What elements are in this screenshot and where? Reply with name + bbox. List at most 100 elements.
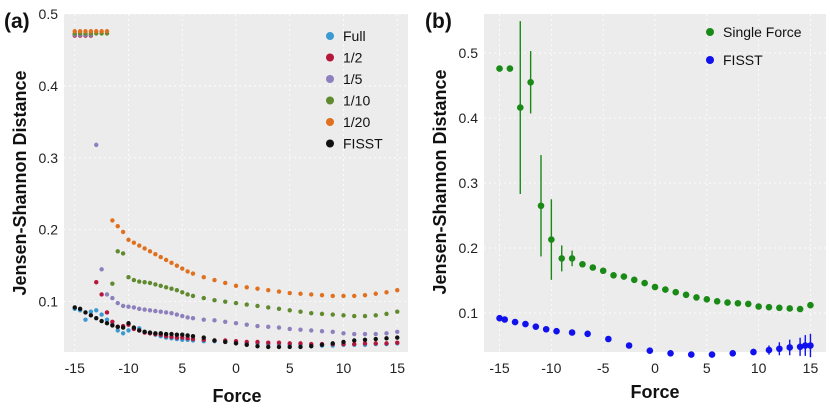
panel-b-point-single-force bbox=[786, 305, 794, 312]
panel-b-point-single-force bbox=[568, 255, 576, 262]
panel-a-point-fisst bbox=[126, 321, 131, 326]
panel-a-y-ticks: 0.1 0.2 0.3 0.4 0.5 bbox=[39, 6, 59, 310]
panel-a-point-1-20 bbox=[276, 289, 282, 294]
panel-a-point-1-20 bbox=[212, 277, 217, 283]
panel-b: (b) 0.1 0.2 0.3 0.4 0.5 -15 -10 -5 0 5 10 15 Force… bbox=[425, 10, 826, 402]
panel-a-legend: Full 1/2 1/5 1/10 1/20 FISST bbox=[326, 28, 383, 152]
panel-b-point-single-force bbox=[537, 202, 545, 210]
panel-a-point-1-10 bbox=[190, 293, 196, 299]
panel-b-point-fisst bbox=[511, 318, 519, 326]
panel-a-point-1-20 bbox=[131, 240, 137, 245]
panel-a-point-1-5 bbox=[352, 331, 357, 337]
panel-a-point-fisst bbox=[131, 325, 137, 330]
panel-a-point-1-20 bbox=[72, 29, 77, 34]
panel-a-point-fisst bbox=[115, 324, 120, 330]
panel-b-point-fisst bbox=[801, 342, 809, 349]
panel-a-point-1-10 bbox=[158, 283, 163, 289]
panel-a: (a) 0.10.20.30.40.5 -15 -10 5 0 5 10 15 Force … bbox=[4, 6, 408, 406]
panel-b-point-fisst bbox=[553, 327, 560, 335]
panel-b-x-tick-label: -5 bbox=[597, 360, 610, 376]
panel-b-point-fisst bbox=[807, 342, 814, 349]
panel-a-point-1-20 bbox=[110, 218, 115, 223]
panel-b-x-tick-label: 0 bbox=[651, 360, 659, 376]
panel-a-point-fisst bbox=[190, 333, 196, 339]
panel-a-point-1-20 bbox=[77, 29, 83, 34]
panel-b-point-fisst bbox=[708, 351, 716, 358]
panel-b-point-single-force bbox=[724, 299, 731, 306]
panel-a-point-1-10 bbox=[319, 311, 325, 317]
panel-a-point-1-10 bbox=[137, 279, 142, 284]
panel-a-point-1-20 bbox=[174, 263, 180, 268]
panel-a-point-fisst bbox=[201, 335, 206, 340]
panel-a-point-1-20 bbox=[341, 293, 346, 299]
panel-b-point-single-force bbox=[558, 255, 566, 262]
panel-a-point-1-20 bbox=[319, 292, 325, 298]
panel-a-point-1-5 bbox=[384, 331, 389, 336]
panel-a-point-1-10 bbox=[341, 313, 346, 318]
panel-a-point-fisst bbox=[72, 305, 77, 310]
panel-a-point-1-20 bbox=[266, 287, 271, 293]
panel-a-point-1-10 bbox=[330, 312, 335, 317]
panel-a-point-1-20 bbox=[83, 29, 88, 34]
panel-a-point-fisst bbox=[395, 335, 400, 340]
panel-a-point-1-20 bbox=[163, 257, 169, 263]
panel-a-x-tick-label: 0 bbox=[232, 360, 240, 376]
panel-a-point-1-20 bbox=[298, 291, 303, 296]
panel-a-point-1-20 bbox=[94, 29, 99, 34]
panel-a-point-1-2 bbox=[255, 339, 260, 345]
panel-a-point-1-5 bbox=[223, 319, 228, 324]
panel-b-y-ticks: 0.1 0.2 0.3 0.4 0.5 bbox=[459, 45, 479, 321]
panel-a-y-tick-label: 0.1 bbox=[39, 294, 59, 310]
panel-b-point-single-force bbox=[807, 301, 814, 309]
panel-a-point-1-10 bbox=[169, 286, 174, 291]
panel-a-point-1-5 bbox=[158, 309, 163, 314]
panel-a-point-1-10 bbox=[131, 277, 137, 283]
panel-b-x-tick-label: 5 bbox=[703, 360, 711, 376]
panel-a-x-tick-label: -15 bbox=[65, 360, 85, 376]
panel-a-point-1-20 bbox=[330, 293, 335, 299]
panel-a-point-1-10 bbox=[362, 313, 368, 319]
panel-a-point-1-5 bbox=[341, 331, 346, 336]
panel-b-point-single-force bbox=[662, 286, 669, 293]
panel-a-x-tick-label: -10 bbox=[118, 360, 138, 376]
panel-b-points bbox=[496, 21, 814, 358]
panel-b-point-single-force bbox=[682, 291, 690, 299]
panel-a-label: (a) bbox=[4, 10, 30, 33]
panel-a-point-full bbox=[88, 309, 94, 314]
panel-a-point-1-2 bbox=[362, 341, 368, 346]
panel-b-point-fisst bbox=[776, 345, 783, 353]
panel-a-point-1-5 bbox=[153, 308, 158, 314]
panel-b-point-fisst bbox=[501, 316, 509, 323]
panel-a-point-1-5 bbox=[244, 322, 249, 327]
panel-a-point-1-5 bbox=[169, 310, 174, 316]
panel-a-x-axis-title: Force bbox=[212, 386, 261, 406]
panel-a-point-1-5 bbox=[126, 304, 131, 309]
panel-a-point-full bbox=[83, 317, 88, 322]
panel-a-point-1-10 bbox=[163, 285, 169, 290]
panel-b-point-single-force bbox=[796, 305, 804, 313]
panel-a-legend-label-1-5: 1/5 bbox=[343, 71, 363, 87]
panel-a-legend-label-full: Full bbox=[343, 28, 366, 44]
panel-b-point-fisst bbox=[796, 343, 804, 351]
panel-a-point-1-10 bbox=[212, 298, 217, 303]
panel-a-point-1-20 bbox=[158, 254, 163, 260]
panel-a-point-1-10 bbox=[233, 300, 239, 306]
panel-a-y-axis-title: Jensen-Shannon Distance bbox=[10, 70, 30, 295]
panel-a-point-1-20 bbox=[244, 285, 249, 290]
panel-b-point-single-force bbox=[610, 272, 617, 279]
panel-a-legend-marker-1-20 bbox=[326, 118, 334, 126]
panel-a-y-tick-label: 0.5 bbox=[39, 6, 59, 22]
panel-a-point-fisst bbox=[174, 332, 180, 337]
panel-a-legend-marker-1-2 bbox=[326, 53, 334, 62]
panel-a-point-1-10 bbox=[180, 290, 185, 295]
panel-b-x-tick-label: -15 bbox=[489, 360, 509, 376]
panel-a-point-1-5 bbox=[94, 142, 99, 148]
panel-b-point-fisst bbox=[646, 347, 654, 355]
panel-a-point-fisst bbox=[110, 323, 115, 328]
panel-a-point-fisst bbox=[83, 310, 88, 315]
panel-a-point-fisst bbox=[223, 339, 228, 345]
panel-a-point-fisst bbox=[255, 344, 260, 349]
panel-a-point-1-5 bbox=[309, 328, 314, 333]
panel-a-point-fisst bbox=[298, 344, 303, 350]
